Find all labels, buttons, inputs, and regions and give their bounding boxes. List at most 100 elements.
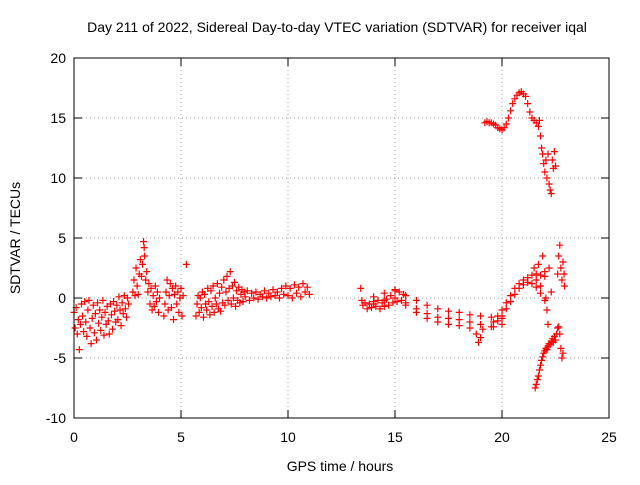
data-point xyxy=(71,324,79,332)
data-point xyxy=(199,313,207,321)
data-point xyxy=(524,100,532,108)
data-point xyxy=(393,298,401,306)
data-point xyxy=(534,372,542,380)
data-point xyxy=(477,312,485,320)
data-point xyxy=(395,288,403,296)
y-tick-label: 10 xyxy=(50,170,66,186)
data-point xyxy=(134,290,142,298)
data-point xyxy=(554,324,562,332)
data-point xyxy=(130,276,138,284)
data-point xyxy=(102,320,110,328)
data-point xyxy=(175,308,183,316)
data-point xyxy=(535,116,543,124)
data-point xyxy=(533,376,541,384)
data-point xyxy=(540,160,548,168)
data-point xyxy=(226,268,234,276)
data-point xyxy=(220,276,228,284)
data-point xyxy=(83,332,91,340)
data-point xyxy=(546,186,554,194)
data-point xyxy=(209,282,217,290)
data-point xyxy=(538,144,546,152)
data-point xyxy=(466,318,474,326)
data-point xyxy=(137,272,145,280)
data-point xyxy=(537,282,545,290)
y-tick-label: -5 xyxy=(54,350,67,366)
data-point xyxy=(474,338,482,346)
data-point xyxy=(511,290,519,298)
data-point xyxy=(231,278,238,286)
data-point xyxy=(370,300,378,308)
data-point xyxy=(288,294,296,302)
data-point xyxy=(455,316,463,324)
data-point xyxy=(543,306,551,314)
data-point xyxy=(233,287,241,295)
data-point xyxy=(116,306,124,314)
data-point xyxy=(363,305,371,313)
data-point xyxy=(89,301,97,309)
data-point xyxy=(201,290,209,298)
data-point xyxy=(252,288,260,296)
x-tick-label: 20 xyxy=(494,429,510,445)
data-point xyxy=(537,132,545,140)
data-point xyxy=(144,288,152,296)
data-point xyxy=(466,324,474,332)
data-point xyxy=(241,293,249,301)
data-point xyxy=(532,276,540,284)
data-point xyxy=(161,300,169,308)
data-point xyxy=(273,288,281,296)
x-tick-label: 25 xyxy=(601,429,617,445)
data-point xyxy=(153,288,161,296)
data-point xyxy=(412,296,420,304)
data-point xyxy=(96,306,104,314)
data-point xyxy=(528,280,536,288)
data-point xyxy=(537,361,545,369)
data-point xyxy=(380,302,388,310)
data-point xyxy=(402,292,410,300)
data-point xyxy=(125,300,133,308)
data-point xyxy=(118,299,126,307)
y-tick-label: 0 xyxy=(58,290,66,306)
data-point xyxy=(477,334,485,342)
data-point xyxy=(374,296,382,304)
data-point xyxy=(100,331,108,339)
data-point xyxy=(245,296,253,304)
data-point xyxy=(250,294,258,302)
data-point xyxy=(541,268,549,276)
data-point xyxy=(155,308,163,316)
data-point xyxy=(552,336,559,344)
data-point xyxy=(367,304,375,312)
data-point xyxy=(494,317,502,325)
data-point xyxy=(165,292,173,300)
data-point xyxy=(543,174,551,182)
data-point xyxy=(229,294,237,302)
data-point xyxy=(507,107,515,115)
data-point xyxy=(559,258,567,266)
data-point xyxy=(547,288,555,296)
data-point xyxy=(213,280,221,288)
data-point xyxy=(389,299,397,307)
data-point xyxy=(88,314,96,322)
data-point xyxy=(534,260,542,268)
data-point xyxy=(537,289,545,297)
data-point xyxy=(150,302,158,310)
data-point xyxy=(498,306,506,314)
data-point xyxy=(136,256,144,264)
data-point xyxy=(380,289,388,297)
data-point xyxy=(148,306,156,314)
data-point xyxy=(305,290,313,298)
data-point xyxy=(509,100,517,108)
data-point xyxy=(172,282,180,290)
data-point xyxy=(560,270,568,278)
data-point xyxy=(524,278,532,286)
data-point xyxy=(434,305,442,313)
data-point xyxy=(224,296,232,304)
data-point xyxy=(267,293,275,301)
data-point xyxy=(115,293,123,301)
data-point xyxy=(248,289,256,297)
y-axis-label: SDTVAR / TECUs xyxy=(7,182,23,294)
data-point xyxy=(129,288,137,296)
data-point xyxy=(357,284,365,292)
data-point xyxy=(541,168,549,176)
